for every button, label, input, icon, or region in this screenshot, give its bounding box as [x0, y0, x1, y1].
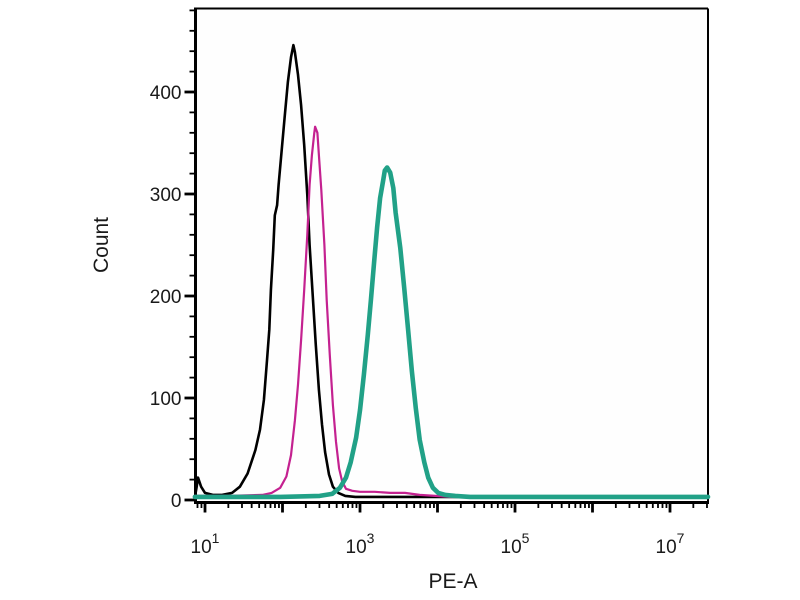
y-axis-title: Count — [90, 216, 113, 274]
x-axis-title: PE-A — [428, 570, 478, 593]
black-curve — [193, 43, 710, 499]
y-tick-label: 0 — [171, 491, 182, 512]
y-tick-label: 300 — [150, 185, 182, 206]
x-tick-label: 105 — [501, 530, 530, 558]
plot-area — [195, 8, 708, 503]
x-tick-label: 101 — [191, 530, 220, 558]
y-tick-label: 200 — [150, 287, 182, 308]
magenta-curve — [193, 125, 710, 498]
x-tick-label: 103 — [346, 530, 375, 558]
y-tick-label: 100 — [150, 389, 182, 410]
x-tick-label: 107 — [656, 530, 685, 558]
y-tick-label: 400 — [150, 83, 182, 104]
teal-curve — [192, 165, 711, 500]
